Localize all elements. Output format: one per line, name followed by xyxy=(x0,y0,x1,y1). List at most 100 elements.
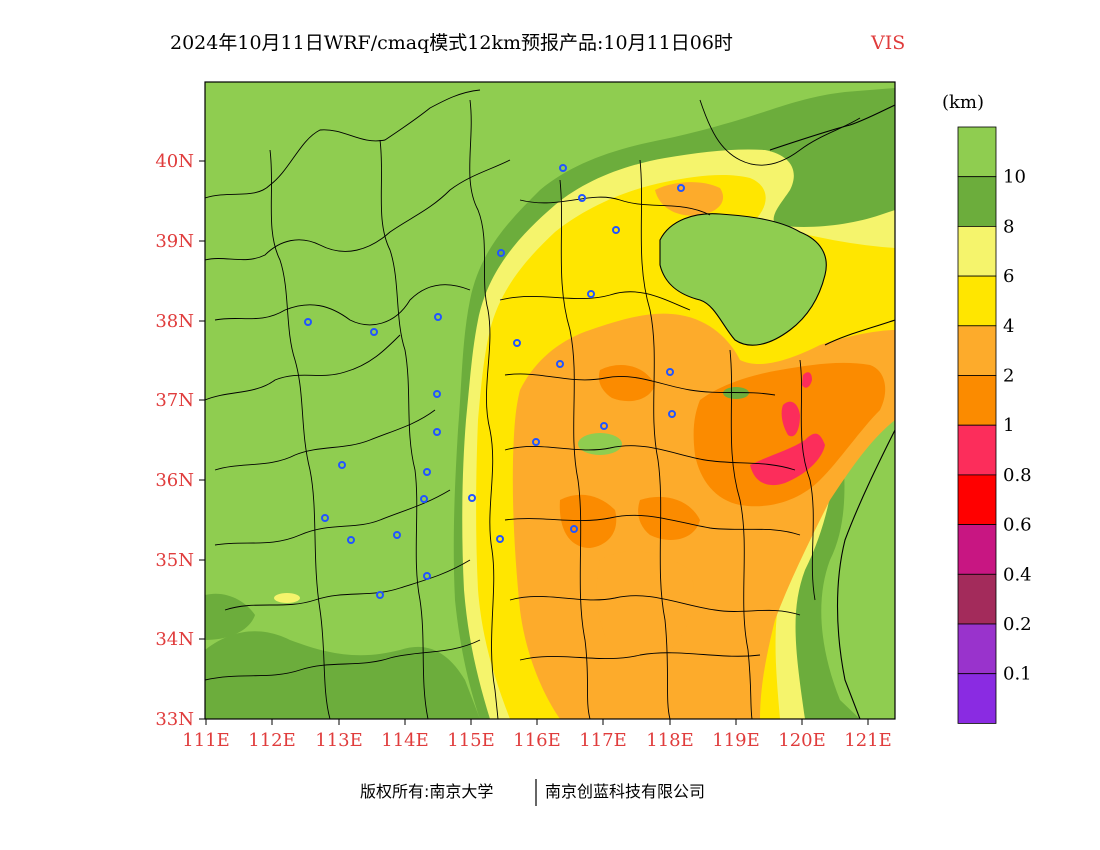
circle-marker-icon xyxy=(556,360,564,368)
lat-label-37n: 37N xyxy=(155,390,194,411)
circle-marker-icon xyxy=(559,164,567,172)
legend-label: 0.8 xyxy=(1003,465,1032,486)
legend-label: 1 xyxy=(1003,415,1014,436)
lon-label-112e: 112E xyxy=(248,730,296,751)
circle-marker-icon xyxy=(321,514,329,522)
legend-swatch xyxy=(957,673,997,724)
circle-marker-icon xyxy=(666,368,674,376)
circle-marker-icon xyxy=(338,461,346,469)
legend-unit: (km) xyxy=(942,92,984,113)
legend-swatch xyxy=(957,424,997,476)
coastline-yellow-sea xyxy=(836,429,895,719)
vis-field-1-nw xyxy=(598,365,655,402)
yellow-sea xyxy=(837,430,895,719)
vis-field-8-sw xyxy=(205,631,480,719)
legend-swatch xyxy=(957,623,997,675)
lake-west xyxy=(274,593,300,603)
lon-label-115e: 115E xyxy=(447,730,495,751)
legend-label: 0.2 xyxy=(1003,614,1032,635)
circle-marker-icon xyxy=(434,313,442,321)
vis-field-1-w xyxy=(559,494,617,548)
circle-marker-icon xyxy=(423,468,431,476)
lon-label-120e: 120E xyxy=(778,730,826,751)
circle-marker-icon xyxy=(496,535,504,543)
lon-label-117e: 117E xyxy=(579,730,627,751)
vis-field-1-c xyxy=(638,496,700,540)
legend-label: 0.6 xyxy=(1003,515,1032,536)
bohai-sea xyxy=(660,213,827,346)
circle-marker-icon xyxy=(612,226,620,234)
coastline-liaodong xyxy=(769,104,895,151)
map-panel xyxy=(205,82,895,719)
lat-label-39n: 39N xyxy=(155,231,194,252)
circle-marker-icon xyxy=(532,438,540,446)
variable-name: VIS xyxy=(870,32,905,54)
lat-label-34n: 34N xyxy=(155,629,194,650)
legend-swatch xyxy=(957,126,997,178)
vis-field-2-s xyxy=(596,551,694,661)
legend-swatch xyxy=(957,225,997,277)
lat-label-33n: 33N xyxy=(155,709,194,730)
legend-label: 2 xyxy=(1003,366,1014,387)
legend-label: 0.4 xyxy=(1003,564,1032,585)
circle-marker-icon xyxy=(468,494,476,502)
circle-marker-icon xyxy=(570,525,578,533)
legend-swatch xyxy=(957,524,997,575)
circle-marker-icon xyxy=(513,339,521,347)
legend: (km) 10 8 6 4 2 1 0.8 0.6 0.4 0.2 0.1 xyxy=(942,92,1032,724)
circle-marker-icon xyxy=(376,591,384,599)
vis-field-8-w xyxy=(205,593,255,640)
legend-colorbar: 10 8 6 4 2 1 0.8 0.6 0.4 0.2 0.1 xyxy=(957,126,1032,724)
lon-label-119e: 119E xyxy=(712,730,760,751)
legend-swatch xyxy=(957,375,997,426)
circle-marker-icon xyxy=(433,428,441,436)
lon-label-114e: 114E xyxy=(381,730,429,751)
lon-label-118e: 118E xyxy=(646,730,694,751)
lon-axis: 111E 112E 113E 114E 115E 116E 117E 118E … xyxy=(182,719,892,751)
lon-label-121e: 121E xyxy=(844,730,892,751)
legend-swatch xyxy=(957,474,997,525)
vis-field-2-n xyxy=(655,182,724,216)
legend-label: 8 xyxy=(1003,216,1014,237)
circle-marker-icon xyxy=(423,572,431,580)
lat-label-35n: 35N xyxy=(155,550,194,571)
lon-label-116e: 116E xyxy=(513,730,561,751)
circle-marker-icon xyxy=(347,536,355,544)
circle-marker-icon xyxy=(433,390,441,398)
circle-marker-icon xyxy=(677,184,685,192)
vis-field-08-c xyxy=(802,372,812,388)
circle-marker-icon xyxy=(587,290,595,298)
lat-label-36n: 36N xyxy=(155,470,194,491)
vis-field-08 xyxy=(750,433,825,486)
lake-dongping xyxy=(578,433,622,455)
circle-marker-icon xyxy=(668,410,676,418)
legend-swatch xyxy=(957,176,997,227)
lat-label-38n: 38N xyxy=(155,311,194,332)
legend-swatch xyxy=(957,275,997,327)
circle-marker-icon xyxy=(497,249,505,257)
lake-small xyxy=(723,387,749,399)
legend-swatch xyxy=(957,573,997,625)
coastline-bohai xyxy=(659,213,827,346)
lon-label-111e: 111E xyxy=(182,730,230,751)
lon-label-113e: 113E xyxy=(315,730,363,751)
circle-marker-icon xyxy=(600,422,608,430)
circle-marker-icon xyxy=(578,194,586,202)
legend-label: 0.1 xyxy=(1003,664,1032,685)
coastline-shandong xyxy=(824,319,895,346)
legend-label: 4 xyxy=(1003,316,1014,337)
footer-company: 南京创蓝科技有限公司 xyxy=(545,782,705,801)
lat-label-40n: 40N xyxy=(155,151,194,172)
figure-title: 2024年10月11日WRF/cmaq模式12km预报产品:10月11日06时 xyxy=(170,32,733,54)
city-markers xyxy=(304,164,685,599)
circle-marker-icon xyxy=(420,495,428,503)
circle-marker-icon xyxy=(304,318,312,326)
legend-swatch xyxy=(957,325,997,376)
legend-label: 6 xyxy=(1003,266,1014,287)
legend-label: 10 xyxy=(1003,167,1026,188)
vis-field-08-b xyxy=(781,401,800,437)
circle-marker-icon xyxy=(393,531,401,539)
lat-axis: 40N 39N 38N 37N 36N 35N 34N 33N xyxy=(155,151,205,730)
circle-marker-icon xyxy=(370,328,378,336)
